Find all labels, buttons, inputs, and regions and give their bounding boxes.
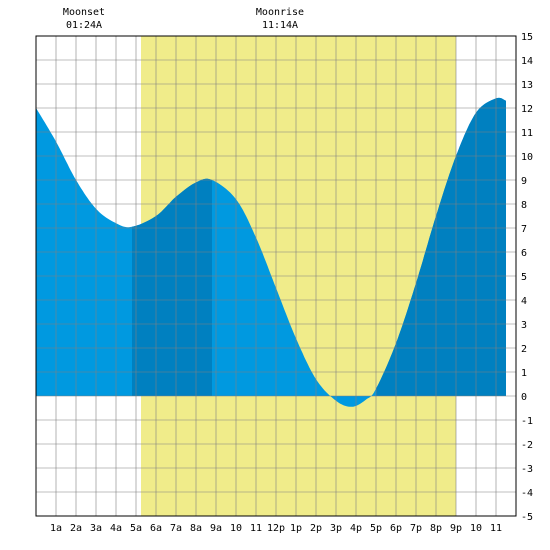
x-tick-label: 7a — [170, 523, 182, 534]
moon-annotations: Moonset 01:24A Moonrise 11:14A — [63, 7, 304, 31]
x-tick-label: 5a — [130, 523, 142, 534]
x-tick-label: 11 — [490, 523, 502, 534]
y-tick-label: 10 — [521, 152, 533, 163]
x-tick-label: 7p — [410, 523, 422, 534]
x-tick-label: 1p — [290, 523, 302, 534]
x-tick-label: 6p — [390, 523, 402, 534]
tide-area-highlight-1 — [132, 178, 212, 396]
y-tick-label: -4 — [521, 488, 533, 499]
y-tick-label: 11 — [521, 128, 533, 139]
plot-frame — [35, 35, 517, 517]
y-tick-label: -3 — [521, 464, 533, 475]
y-tick-label: 6 — [521, 248, 527, 259]
x-tick-labels: 1a 2a 3a 4a 5a 6a 7a 8a 9a 10 11 12p 1p 2p 3p 4p 5p 6p 7p 8… — [50, 523, 502, 534]
x-tick-label: 9p — [450, 523, 462, 534]
x-tick-label: 2a — [70, 523, 82, 534]
y-tick-label: 8 — [521, 200, 527, 211]
y-tick-label: -5 — [521, 512, 533, 523]
moonset-time: 01:24A — [66, 20, 102, 31]
x-tick-label: 2p — [310, 523, 322, 534]
x-tick-label: 12p — [267, 523, 285, 534]
x-tick-label: 10 — [470, 523, 482, 534]
x-tick-label: 10 — [230, 523, 242, 534]
y-tick-label: -2 — [521, 440, 533, 451]
y-tick-label: 9 — [521, 176, 527, 187]
x-tick-label: 4p — [350, 523, 362, 534]
x-tick-label: 4a — [110, 523, 122, 534]
y-tick-label: 3 — [521, 320, 527, 331]
grid-layer — [35, 35, 517, 517]
y-tick-label: 5 — [521, 272, 527, 283]
x-tick-label: 5p — [370, 523, 382, 534]
y-tick-label: 12 — [521, 104, 533, 115]
tide-area-layer — [36, 97, 506, 407]
y-tick-label: 0 — [521, 392, 527, 403]
moonrise-time: 11:14A — [262, 20, 298, 31]
x-tick-label: 8a — [190, 523, 202, 534]
x-tick-label: 11 — [250, 523, 262, 534]
y-tick-label: 15 — [521, 32, 533, 43]
x-tick-label: 8p — [430, 523, 442, 534]
y-tick-label: 14 — [521, 56, 533, 67]
moonset-label: Moonset — [63, 7, 105, 18]
moonrise-label: Moonrise — [256, 7, 304, 18]
x-tick-label: 9a — [210, 523, 222, 534]
x-tick-label: 1a — [50, 523, 62, 534]
x-tick-label: 3a — [90, 523, 102, 534]
y-tick-label: 1 — [521, 368, 527, 379]
tide-area-highlight-2 — [376, 97, 506, 397]
y-tick-label: -1 — [521, 416, 533, 427]
y-tick-label: 4 — [521, 296, 527, 307]
x-tick-label: 6a — [150, 523, 162, 534]
x-tick-label: 3p — [330, 523, 342, 534]
y-tick-label: 13 — [521, 80, 533, 91]
y-tick-label: 2 — [521, 344, 527, 355]
y-tick-label: 7 — [521, 224, 527, 235]
